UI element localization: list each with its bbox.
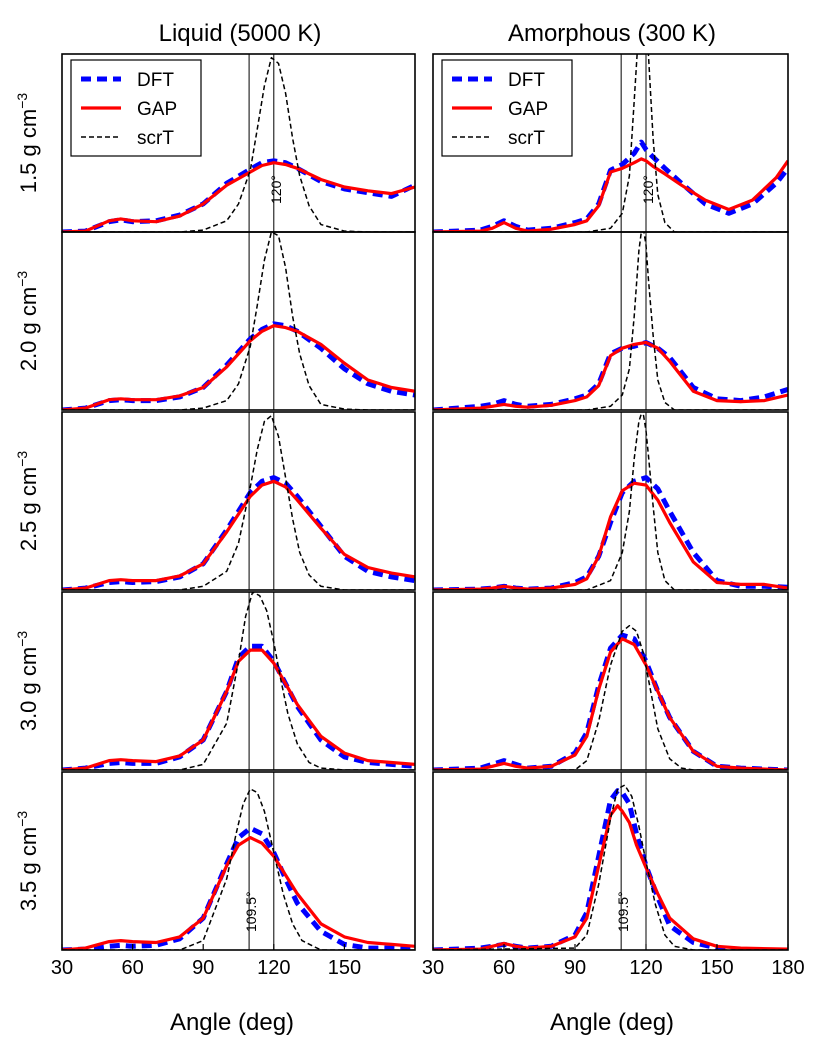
- series-gap-line: [62, 835, 415, 950]
- panels-group: DFT GAP scrT 120° DFT GAP scrT 120° 109.5° 109.5°: [61, 53, 789, 951]
- series-gap-line: [433, 637, 788, 770]
- legend-label-scrt: scrT: [137, 128, 174, 149]
- series-gap-line: [62, 161, 415, 232]
- series-dft-line: [62, 643, 415, 770]
- series-scrt-line: [62, 56, 415, 232]
- panel-liquid-row-1: DFT GAP scrT 120°: [61, 53, 416, 233]
- series-dft-line: [62, 475, 415, 590]
- legend: DFT GAP scrT: [441, 59, 573, 157]
- annotation-120: 120°: [268, 175, 284, 204]
- legend-label-gap: GAP: [137, 99, 177, 120]
- series-scrt-line: [433, 54, 788, 232]
- column-title-amorphous: Amorphous (300 K): [508, 20, 716, 47]
- panel-amorphous-row-3: [432, 411, 789, 591]
- panel-amorphous-row-4: [432, 591, 789, 771]
- legend-label-gap: GAP: [508, 99, 548, 120]
- series-scrt-line: [433, 413, 788, 590]
- x-tick-label: 120: [629, 957, 662, 979]
- annotation-109: 109.5°: [243, 891, 259, 932]
- series-gap-line: [433, 804, 788, 950]
- series-gap-line: [62, 479, 415, 590]
- x-tick-label: 150: [700, 957, 733, 979]
- panel-amorphous-row-2: [432, 231, 789, 411]
- x-tick-label: 180: [771, 957, 804, 979]
- panel-liquid-row-3: [61, 411, 416, 591]
- panel-frame: [432, 591, 789, 771]
- series-gap-line: [433, 157, 788, 232]
- x-tick-label: 90: [192, 957, 214, 979]
- legend-label-dft: DFT: [508, 70, 545, 91]
- series-scrt-line: [62, 592, 415, 770]
- series-dft-line: [433, 788, 788, 950]
- x-tick-label: 120: [257, 957, 290, 979]
- series-dft-line: [433, 139, 788, 232]
- x-axis-label-right: Angle (deg): [550, 1009, 674, 1036]
- x-axis-label-left: Angle (deg): [170, 1009, 294, 1036]
- panel-frame: [432, 771, 789, 951]
- series-scrt-line: [62, 232, 415, 410]
- panel-frame: [61, 411, 416, 591]
- row-label-4: 3.0 g cm−3: [14, 631, 41, 732]
- series-gap-line: [433, 481, 788, 590]
- row-label-1: 1.5 g cm−3: [14, 93, 41, 194]
- series-gap-line: [62, 324, 415, 410]
- panel-frame: [61, 771, 416, 951]
- row-label-3: 2.5 g cm−3: [14, 451, 41, 552]
- x-tick-label: 30: [422, 957, 444, 979]
- annotation-120: 120°: [640, 175, 656, 204]
- legend: DFT GAP scrT: [70, 59, 202, 157]
- series-dft-line: [433, 340, 788, 410]
- series-gap-line: [62, 648, 415, 770]
- x-tick-label: 90: [564, 957, 586, 979]
- x-tick-label: 60: [493, 957, 515, 979]
- series-dft-line: [62, 321, 415, 410]
- panel-frame: [432, 411, 789, 591]
- series-scrt-line: [62, 788, 415, 950]
- panel-liquid-row-4: [61, 591, 416, 771]
- panel-frame: [432, 231, 789, 411]
- series-dft-line: [62, 158, 415, 232]
- row-label-2: 2.0 g cm−3: [14, 271, 41, 372]
- x-tick-label: 150: [328, 957, 361, 979]
- x-tick-label: 30: [51, 957, 73, 979]
- row-label-5: 3.5 g cm−3: [14, 811, 41, 912]
- panel-amorphous-row-5: 109.5°: [432, 771, 789, 951]
- panel-frame: [61, 231, 416, 411]
- series-scrt-line: [62, 414, 415, 590]
- series-scrt-line: [433, 624, 788, 770]
- legend-label-scrt: scrT: [508, 128, 545, 149]
- row-labels-group: 1.5 g cm−3 2.0 g cm−3 2.5 g cm−3 3.0 g cm−3…: [14, 93, 41, 912]
- column-title-liquid: Liquid (5000 K): [159, 20, 322, 47]
- series-scrt-line: [433, 784, 788, 950]
- legend-label-dft: DFT: [137, 70, 174, 91]
- series-scrt-line: [433, 232, 788, 410]
- annotation-109: 109.5°: [615, 891, 631, 932]
- panel-liquid-row-2: [61, 231, 416, 411]
- panel-frame: [61, 591, 416, 771]
- series-dft-line: [433, 475, 788, 590]
- x-axes-group: 30 60 90 120 150 30 60 90 120 150 180: [51, 944, 805, 979]
- series-dft-line: [62, 825, 415, 950]
- x-tick-label: 60: [121, 957, 143, 979]
- panel-liquid-row-5: 109.5°: [61, 771, 416, 951]
- series-gap-line: [433, 340, 788, 410]
